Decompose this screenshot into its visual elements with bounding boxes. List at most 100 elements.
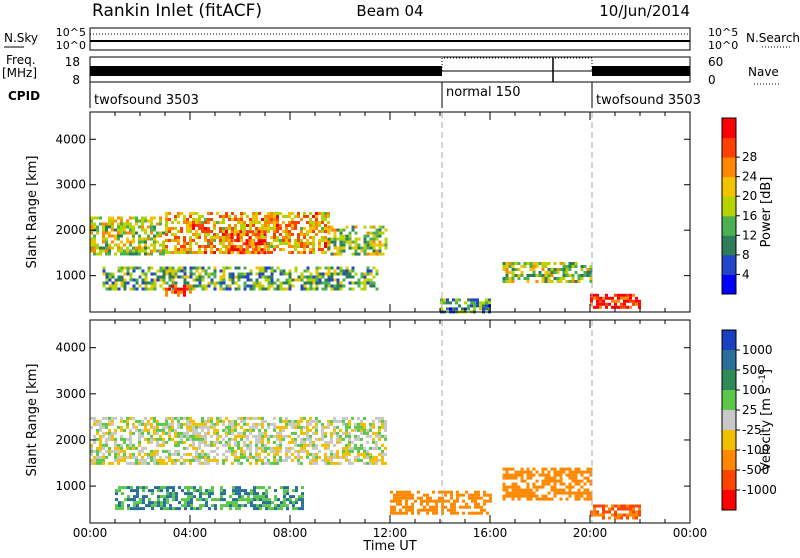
vel-cell xyxy=(602,504,605,508)
vel-cell xyxy=(276,425,279,429)
power-cell xyxy=(309,230,312,233)
power-cell xyxy=(153,225,156,229)
vel-cell xyxy=(213,440,216,444)
power-cell xyxy=(336,246,340,250)
vel-cell xyxy=(232,498,235,502)
power-cell xyxy=(369,272,373,276)
power-cell xyxy=(614,293,617,297)
power-cell xyxy=(553,262,557,265)
power-cell xyxy=(120,219,123,223)
vel-cell xyxy=(520,470,524,474)
power-cell xyxy=(207,281,211,285)
power-cell xyxy=(529,268,533,271)
power-cell xyxy=(590,299,593,303)
vel-cell xyxy=(258,428,261,432)
vel-cell xyxy=(204,461,207,465)
power-cell xyxy=(264,278,268,282)
vel-cell xyxy=(138,458,141,462)
power-cell xyxy=(242,251,246,255)
power-cell xyxy=(282,272,286,276)
vel-cell xyxy=(238,498,241,502)
power-cell xyxy=(257,242,261,246)
vel-cell xyxy=(399,490,402,494)
vel-cell xyxy=(345,458,348,462)
power-cell xyxy=(141,281,145,285)
vel-cell xyxy=(602,507,605,511)
vel-cell xyxy=(357,416,360,420)
power-cell xyxy=(219,269,223,273)
vel-cell xyxy=(333,425,336,429)
vel-cell xyxy=(216,428,219,432)
power-cell xyxy=(339,243,343,247)
vel-cell xyxy=(589,470,593,474)
vel-cell xyxy=(526,482,530,486)
vel-cell xyxy=(511,494,515,498)
vel-cell xyxy=(321,443,324,447)
power-cell xyxy=(267,242,270,245)
vel-cell xyxy=(559,467,563,471)
power-cell xyxy=(189,215,192,218)
vel-cell xyxy=(169,495,172,499)
power-cell xyxy=(174,272,178,276)
vel-cell xyxy=(168,428,171,432)
vel-cell xyxy=(207,458,210,462)
power-cell xyxy=(105,278,109,282)
power-cell xyxy=(219,221,222,224)
power-cell xyxy=(90,240,93,244)
vel-cell xyxy=(160,486,163,490)
vel-cell xyxy=(286,498,289,502)
vel-cell xyxy=(213,431,216,435)
vel-cell xyxy=(204,425,207,429)
vel-cell xyxy=(96,431,99,435)
power-cell xyxy=(599,305,602,309)
vel-cell xyxy=(318,437,321,441)
power-cell xyxy=(321,251,324,254)
power-cell xyxy=(207,230,210,233)
vel-cell xyxy=(177,422,180,426)
vel-cell xyxy=(162,431,165,435)
vel-cell xyxy=(108,431,111,435)
power-cell xyxy=(547,271,551,274)
vel-cell xyxy=(250,504,253,508)
vel-cell xyxy=(250,492,253,496)
vel-cell xyxy=(138,422,141,426)
vel-cell xyxy=(108,419,111,423)
power-cell xyxy=(111,281,115,285)
vel-cell xyxy=(211,504,214,508)
power-cell xyxy=(354,272,358,276)
vel-cell xyxy=(99,443,102,447)
power-cell xyxy=(333,287,337,291)
power-cell xyxy=(162,278,166,282)
power-cell xyxy=(192,239,195,242)
vel-cell xyxy=(228,431,231,435)
vel-cell xyxy=(123,458,126,462)
power-cell xyxy=(285,233,288,236)
vel-cell xyxy=(629,513,632,517)
vel-cell xyxy=(102,458,105,462)
vel-cell xyxy=(514,485,518,489)
vel-cell xyxy=(180,440,183,444)
vel-cell xyxy=(168,455,171,459)
vel-cell xyxy=(550,479,554,483)
vel-cell xyxy=(462,499,465,503)
power-cell xyxy=(270,242,273,245)
vel-cell xyxy=(541,494,545,498)
power-cell xyxy=(324,215,327,218)
vel-cell xyxy=(229,501,232,505)
vel-cell xyxy=(300,446,303,450)
power-cell xyxy=(177,290,180,294)
power-cell xyxy=(251,230,255,234)
vel-cell xyxy=(138,449,141,453)
vel-cell xyxy=(632,504,635,508)
power-cell xyxy=(258,248,261,251)
power-cell xyxy=(351,269,355,273)
power-cell xyxy=(273,236,276,239)
vel-cell xyxy=(123,455,126,459)
power-cell xyxy=(204,236,207,239)
power-cell xyxy=(467,307,470,311)
vel-cell xyxy=(589,491,593,495)
power-cell xyxy=(324,224,327,227)
vel-cell xyxy=(175,498,178,502)
vel-cell xyxy=(264,461,267,465)
vel-cell xyxy=(204,455,207,459)
